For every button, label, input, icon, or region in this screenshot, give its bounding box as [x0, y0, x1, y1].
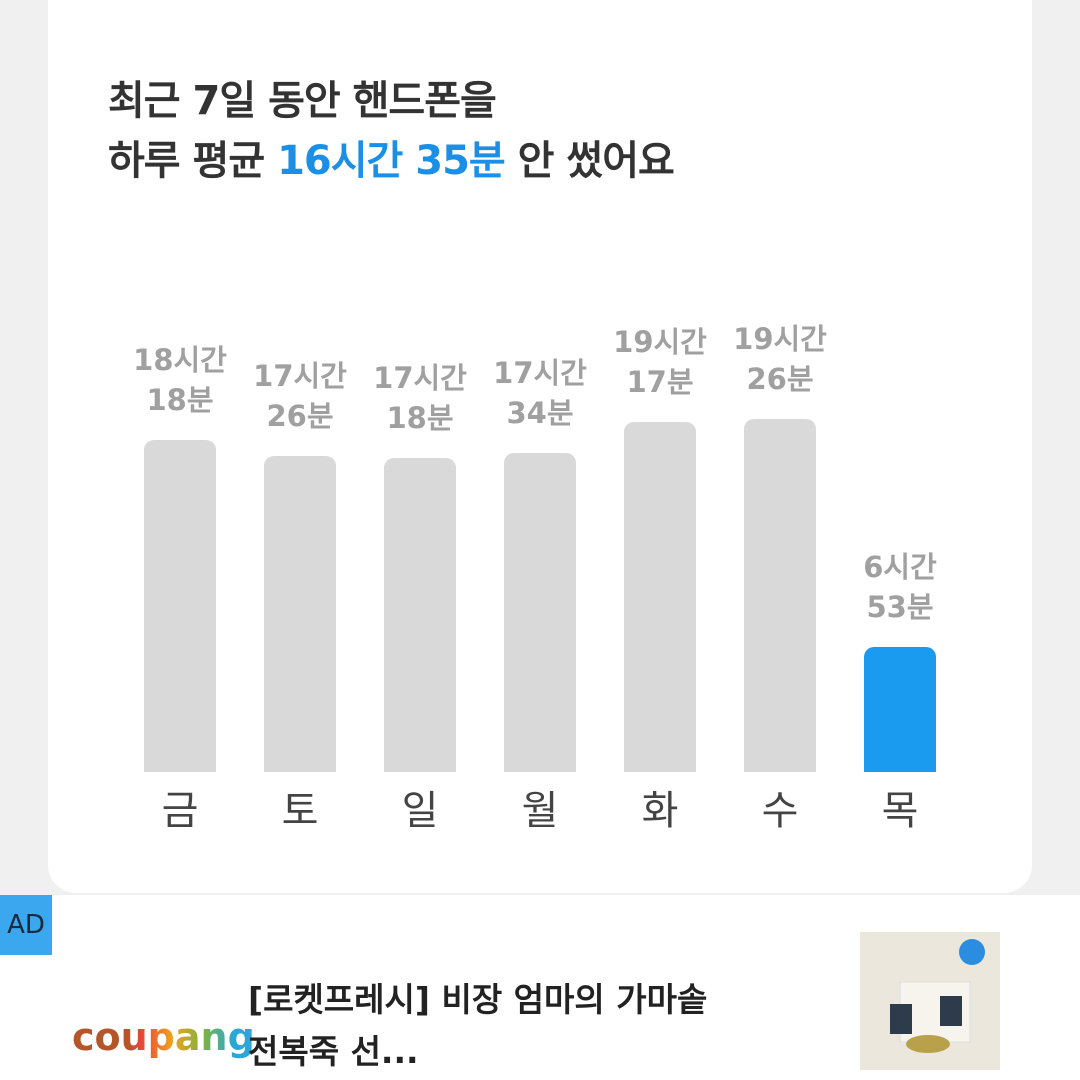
value-label: 17시간 18분 [373, 361, 467, 436]
subtitle-highlight: 16시간 35분 [277, 138, 506, 184]
title: 최근 7일 동안 핸드폰을 [108, 78, 497, 124]
ad-banner[interactable]: AD coupang [로켓프레시] 비장 엄마의 가마솥 전복죽 선... [0, 895, 1080, 1080]
bar [144, 439, 216, 772]
ad-headline: [로켓프레시] 비장 엄마의 가마솥 [248, 980, 708, 1019]
bar [384, 458, 456, 772]
ad-headline: 전복죽 선... [248, 1032, 419, 1071]
x-tick-label: 토 [281, 788, 319, 834]
subtitle: 하루 평균 16시간 35분 안 썼어요 [108, 128, 675, 186]
x-tick-label: 목 [881, 788, 919, 834]
value-label: 17시간 26분 [253, 358, 347, 433]
ad-thumbnail [860, 932, 1000, 1070]
x-tick-label: 수 [761, 788, 799, 834]
ad-badge: AD [0, 895, 52, 955]
value-label: 18시간 18분 [133, 342, 227, 417]
x-tick-label: 화 [641, 788, 679, 834]
value-label: 17시간 34분 [493, 356, 587, 431]
x-tick-label: 일 [401, 788, 439, 834]
subtitle-text: 안 썼어요 [517, 138, 675, 184]
brand-logo: coupang [72, 1015, 255, 1059]
value-label: 19시간 26분 [733, 322, 827, 397]
value-label: 19시간 17분 [613, 325, 707, 400]
thumbnail-art [890, 939, 985, 1053]
x-tick-label: 금 [161, 788, 199, 834]
bar [624, 422, 696, 772]
bar [744, 419, 816, 772]
value-label: 6시간 53분 [863, 550, 937, 625]
x-tick-label: 월 [521, 788, 559, 834]
subtitle-text: 하루 평균 [108, 138, 265, 184]
bar [504, 453, 576, 772]
bar [864, 647, 936, 772]
bar [264, 455, 336, 772]
